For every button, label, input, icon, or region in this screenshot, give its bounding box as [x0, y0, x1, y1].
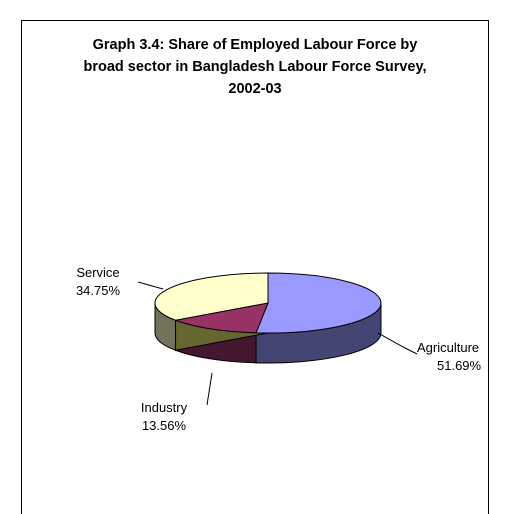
leader-line-service: [137, 281, 164, 290]
leader-line-agriculture: [377, 332, 418, 355]
slice-label-industry: Industry: [141, 400, 188, 415]
slice-value-agriculture: 51.69%: [437, 358, 482, 373]
pie-slice-service: [154, 272, 269, 321]
pie-labels: Agriculture 51.69% Industry 13.56% Service 34…: [76, 265, 482, 433]
pie-top: [154, 272, 382, 334]
slice-label-agriculture: Agriculture: [417, 340, 479, 355]
pie-slice-agriculture: [255, 272, 382, 334]
chart-title-line-1: Graph 3.4: Share of Employed Labour Forc…: [92, 37, 418, 53]
leader-line-industry: [206, 372, 213, 406]
pie-slice-industry: [173, 302, 269, 334]
slice-value-industry: 13.56%: [142, 418, 187, 433]
chart-title-line-2: broad sector in Bangladesh Labour Force …: [83, 59, 427, 75]
chart-title: Graph 3.4: Share of Employed Labour Forc…: [21, 34, 489, 100]
chart-title-line-3: 2002-03: [228, 81, 282, 97]
pie-leaders: [137, 281, 418, 406]
slice-label-service: Service: [76, 265, 119, 280]
slice-value-service: 34.75%: [76, 283, 121, 298]
chart-frame: [21, 20, 489, 514]
